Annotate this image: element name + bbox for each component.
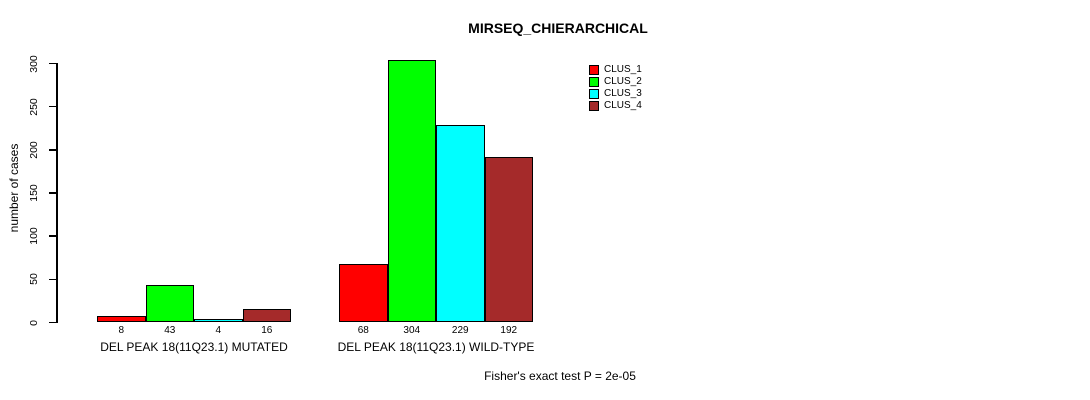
legend-label: CLUS_4: [604, 100, 642, 111]
bar-value-label: 192: [500, 324, 518, 336]
legend-swatch-clus_1: [589, 65, 599, 75]
y-axis-tick: [48, 235, 58, 237]
legend-swatch-clus_2: [589, 77, 599, 87]
legend-swatch-clus_4: [589, 101, 599, 111]
y-axis-label: number of cases: [7, 143, 21, 233]
y-axis-tick: [48, 149, 58, 151]
legend-swatch-clus_3: [589, 89, 599, 99]
bar-clus_3-group2: [436, 124, 485, 323]
y-tick-label: 50: [28, 273, 40, 286]
legend-label: CLUS_3: [604, 88, 642, 99]
legend-item-clus_4: CLUS_4: [589, 100, 642, 112]
bar-value-label: 4: [215, 324, 222, 336]
bar-value-label: 43: [164, 324, 176, 336]
y-axis-tick: [48, 192, 58, 194]
bar-clus_2-group1: [145, 285, 194, 323]
y-axis-tick: [48, 105, 58, 108]
y-tick-label: 200: [28, 141, 40, 159]
bar-value-label: 229: [451, 324, 469, 336]
bar-clus_4-group2: [484, 156, 533, 323]
bar-value-label: 304: [403, 324, 421, 336]
y-tick-label: 150: [28, 184, 40, 202]
y-tick-label: 100: [28, 227, 40, 245]
stat-annotation: Fisher's exact test P = 2e-05: [484, 369, 636, 383]
legend-item-clus_3: CLUS_3: [589, 88, 642, 100]
bar-value-label: 8: [118, 324, 125, 336]
y-tick-label: 0: [28, 319, 40, 326]
x-group-label-mutated: DEL PEAK 18(11Q23.1) MUTATED: [100, 340, 288, 354]
bar-value-label: 16: [261, 324, 273, 336]
x-group-label-wild-type: DEL PEAK 18(11Q23.1) WILD-TYPE: [337, 340, 535, 354]
y-tick-label: 300: [28, 54, 40, 73]
y-axis-tick: [48, 278, 58, 281]
bar-value-label: 68: [357, 324, 369, 336]
legend: CLUS_1 CLUS_2 CLUS_3 CLUS_4: [589, 64, 642, 112]
y-axis-tick: [48, 321, 58, 324]
y-axis-tick: [48, 62, 58, 65]
bar-clus_4-group1: [242, 308, 291, 323]
bar-clus_1-group1: [97, 315, 146, 323]
legend-item-clus_1: CLUS_1: [589, 64, 642, 76]
chart-title: MIRSEQ_CHIERARCHICAL: [468, 20, 648, 36]
legend-item-clus_2: CLUS_2: [589, 76, 642, 88]
legend-label: CLUS_1: [604, 64, 642, 75]
bar-clus_2-group2: [387, 60, 436, 323]
bar-clus_1-group2: [339, 263, 388, 323]
bar-clus_3-group1: [194, 319, 243, 323]
y-tick-label: 250: [28, 97, 40, 116]
legend-label: CLUS_2: [604, 76, 642, 87]
